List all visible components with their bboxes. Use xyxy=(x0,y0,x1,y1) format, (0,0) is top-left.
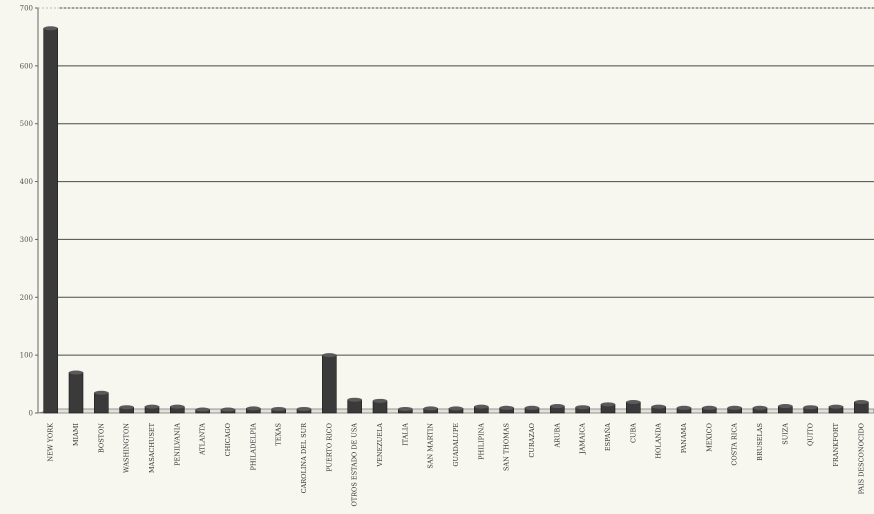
x-tick-label: GUADALUPE xyxy=(452,423,460,467)
bar-cap xyxy=(854,400,869,405)
x-tick-label: ESPAÑA xyxy=(603,423,612,451)
x-tick-label: ATLANTA xyxy=(199,423,207,456)
bar-cap xyxy=(423,406,438,411)
bar-cap xyxy=(575,405,590,410)
bar-cap xyxy=(677,405,691,410)
bar-cap xyxy=(271,406,286,411)
x-tick-label: MASACHUSET xyxy=(148,422,156,473)
bar-cap xyxy=(474,404,489,409)
bar-cap xyxy=(145,404,159,409)
bar-cap xyxy=(347,397,362,402)
bar-cap xyxy=(322,353,337,358)
bar-cap xyxy=(525,405,539,410)
x-tick-label: CAROLINA DEL SUR xyxy=(300,422,308,493)
x-tick-label: ITALIA xyxy=(401,423,409,446)
y-tick-label: 400 xyxy=(20,178,33,186)
x-tick-label: NEW YORK xyxy=(47,423,55,462)
bar-cap xyxy=(94,390,109,395)
x-tick-label: PANAMA xyxy=(680,423,688,454)
y-tick-label: 300 xyxy=(20,236,33,244)
y-tick-label: 100 xyxy=(20,352,33,360)
x-tick-label: TEXAS xyxy=(275,423,283,446)
x-tick-label: HOLANDA xyxy=(655,423,663,459)
y-tick-label: 200 xyxy=(20,294,33,302)
x-tick-label: PAIS DESCONOCIDO xyxy=(857,423,865,494)
bar-cap xyxy=(803,405,818,410)
x-tick-label: FRANKFORT xyxy=(832,422,840,466)
x-tick-label: CUBA xyxy=(629,423,637,443)
x-tick-label: MEXICO xyxy=(705,423,713,452)
x-tick-label: WASHINGTON xyxy=(123,423,131,473)
bar-cap xyxy=(829,404,843,409)
x-tick-label: PHILIPINA xyxy=(477,423,485,460)
bar-cap xyxy=(778,404,793,409)
bar-cap xyxy=(499,405,514,410)
bar-cap xyxy=(43,26,58,31)
x-tick-label: CURAZAO xyxy=(528,423,536,458)
bar xyxy=(94,392,109,414)
bar-cap xyxy=(702,405,717,410)
x-tick-label: PHILADELPIA xyxy=(249,423,257,471)
x-tick-label: QUITO xyxy=(807,423,815,446)
bar-cap xyxy=(550,404,565,409)
x-tick-label: MIAMI xyxy=(72,423,80,447)
x-tick-label: BRUSELAS xyxy=(756,423,764,461)
bar-cap xyxy=(221,407,235,412)
x-tick-label: COSTA RICA xyxy=(731,423,739,466)
bar-cap xyxy=(727,405,742,410)
bar-cap xyxy=(373,398,387,403)
bar xyxy=(322,354,337,414)
bar-cap xyxy=(398,406,413,411)
x-tick-label: SUIZA xyxy=(781,423,789,445)
x-tick-label: JAMAICA xyxy=(579,423,587,455)
bar xyxy=(43,27,58,414)
x-tick-label: OTROS ESTADO DE USA xyxy=(351,423,359,507)
bar-cap xyxy=(69,370,83,375)
x-axis-labels: NEW YORK MIAMI BOSTON WASHINGTON MASACHUSET P… xyxy=(47,422,866,507)
x-tick-label: BOSTON xyxy=(97,423,105,453)
bar-cap xyxy=(753,405,767,410)
x-tick-label: PENILVANIA xyxy=(173,423,181,466)
bar-cap xyxy=(170,404,185,409)
bar xyxy=(68,372,84,414)
bar-cap xyxy=(297,406,311,411)
y-tick-label: 0 xyxy=(29,410,33,418)
y-tick-label: 500 xyxy=(20,120,33,128)
bar-cap xyxy=(246,406,261,411)
x-tick-label: CHICAGO xyxy=(224,423,232,456)
x-tick-label: SAN THOMAS xyxy=(503,423,511,471)
x-tick-label: ARUBA xyxy=(553,423,561,449)
bar-cap xyxy=(601,402,615,407)
x-tick-label: SAN MARTIN xyxy=(427,423,435,469)
x-tick-label: VENEZUELA xyxy=(376,423,384,468)
x-tick-label: PUERTO RICO xyxy=(325,423,333,472)
bar-cap xyxy=(651,404,666,409)
y-tick-label: 700 xyxy=(20,5,33,13)
bar-cap xyxy=(195,407,210,412)
bars xyxy=(43,26,869,414)
bar-cap xyxy=(626,400,641,405)
bar-cap xyxy=(119,405,134,410)
y-tick-label: 600 xyxy=(20,62,33,70)
bar-cap xyxy=(449,406,463,411)
gridlines xyxy=(58,7,874,356)
